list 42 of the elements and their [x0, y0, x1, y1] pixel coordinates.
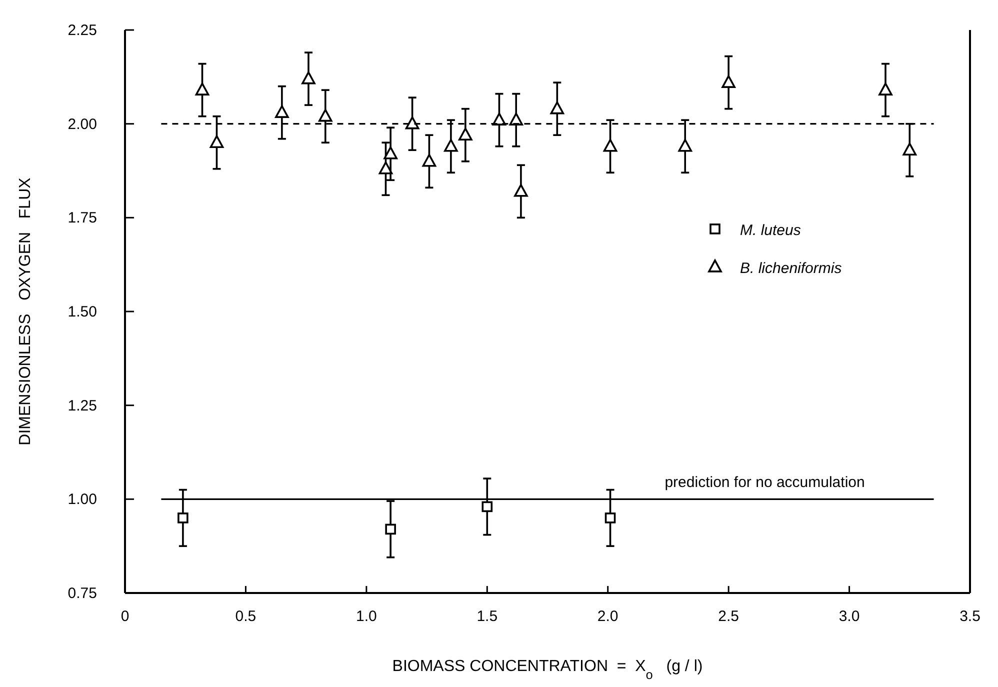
x-tick-label: 1.5 [476, 608, 498, 625]
point [678, 138, 692, 152]
x-tick-label: 0 [120, 608, 130, 625]
x-tick-label: 1.0 [356, 608, 377, 625]
point [275, 105, 289, 118]
point [195, 82, 210, 96]
x-tick-label: 3.5 [960, 608, 980, 625]
point [878, 82, 892, 96]
y-axis-title: DIMENSIONLESS OXYGEN FLUX [17, 177, 34, 446]
y-tick-label: 1.25 [68, 397, 97, 414]
legend-label: B. licheniformis [740, 260, 842, 277]
point [378, 161, 393, 174]
y-tick-label: 1.00 [68, 491, 97, 508]
legend-label: M. luteus [740, 222, 802, 239]
point [405, 116, 420, 130]
y-tick-label: 1.50 [68, 304, 97, 320]
x-tick-label: 3.0 [838, 608, 860, 625]
point [482, 501, 493, 512]
x-tick-label: 2.5 [718, 608, 739, 625]
point [902, 142, 917, 156]
point [514, 184, 528, 197]
y-tick-label: 2.25 [68, 22, 97, 39]
point [422, 154, 436, 167]
y-tick-label: 0.75 [68, 585, 97, 602]
point [210, 135, 224, 148]
point [385, 524, 396, 535]
point [550, 101, 564, 114]
point [458, 128, 472, 140]
y-tick-label: 2.00 [68, 116, 97, 133]
point [384, 146, 398, 160]
x-axis-title: BIOMASS CONCENTRATION = X$_{o}$ (g / l) [392, 658, 703, 682]
point [604, 512, 616, 524]
point [722, 75, 736, 88]
point [444, 138, 458, 152]
x-tick-label: 2.0 [597, 608, 618, 625]
point [302, 71, 316, 84]
point [318, 108, 332, 122]
annotation: prediction for no accumulation [664, 474, 865, 492]
y-tick-label: 1.75 [68, 210, 97, 227]
point [178, 512, 188, 524]
point [603, 138, 618, 152]
x-tick-label: 0.5 [235, 608, 256, 625]
